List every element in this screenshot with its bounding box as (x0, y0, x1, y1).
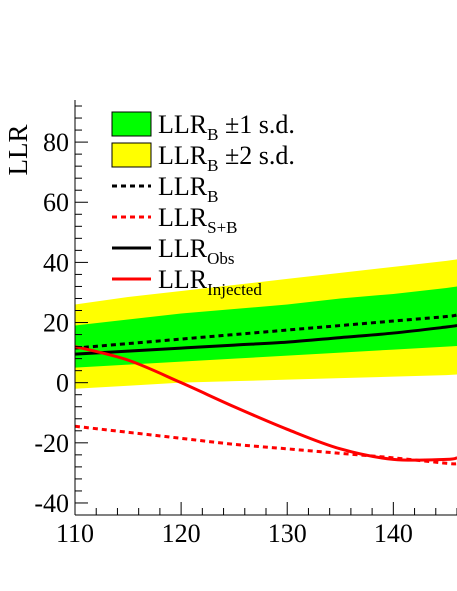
legend-item-llr-injected: LLRInjected (112, 265, 262, 299)
y-tick-label: -20 (34, 429, 69, 458)
legend-item-llr-b-band: LLRB ±1 s.d. (111, 110, 295, 144)
plot-area (75, 259, 457, 466)
legend-item-llr-b: LLRB (112, 172, 218, 206)
series-line-llr-b (75, 313, 457, 350)
x-tick-label: 110 (56, 519, 94, 548)
x-tick-label: 140 (374, 519, 413, 548)
axes: 110 120 130 140 -40 -20 0 20 40 60 80 (34, 100, 457, 548)
y-tick-label: 20 (43, 309, 69, 338)
series-line-llr-injected (75, 345, 457, 462)
y-tick-label: 60 (43, 188, 69, 217)
y-tick-label: 0 (56, 369, 69, 398)
legend-label: LLRB (158, 172, 218, 206)
y-axis-label: LLR (3, 125, 33, 176)
y-tick-label: -40 (34, 489, 69, 518)
legend-item-llr-b-band: LLRB ±2 s.d. (111, 141, 295, 175)
legend-label: LLRB ±2 s.d. (158, 141, 295, 175)
series-line-llr-s-b (75, 424, 457, 466)
legend: LLRB ±1 s.d.LLRB ±2 s.d.LLRBLLRS+BLLRObs… (111, 110, 295, 299)
legend-label: LLRObs (158, 234, 235, 268)
legend-label: LLRS+B (158, 203, 238, 237)
legend-item-llr-s-b: LLRS+B (112, 203, 238, 237)
legend-label: LLRB ±1 s.d. (158, 110, 295, 144)
legend-label: LLRInjected (158, 265, 262, 299)
y-tick-label: 80 (43, 128, 69, 157)
lines-layer (75, 313, 457, 466)
x-tick-label: 120 (162, 519, 201, 548)
legend-item-llr-obs: LLRObs (112, 234, 235, 268)
y-tick-label: 40 (43, 248, 69, 277)
series-line-llr-obs (75, 324, 457, 356)
x-tick-label: 130 (268, 519, 307, 548)
legend-swatch (111, 142, 152, 168)
legend-swatch (111, 111, 152, 137)
